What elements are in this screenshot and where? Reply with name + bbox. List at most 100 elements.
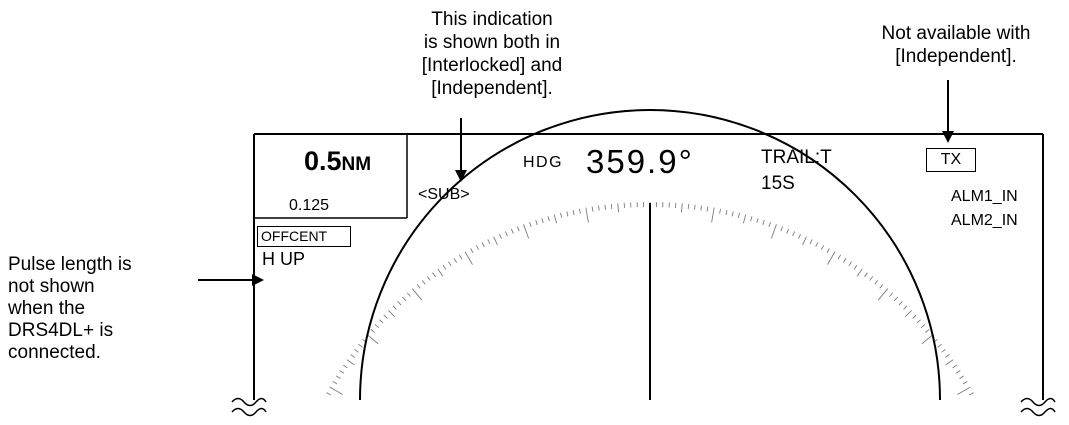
bearing-tick — [566, 211, 569, 217]
bearing-tick — [598, 205, 600, 211]
bearing-tick — [955, 370, 961, 374]
bearing-tick — [843, 257, 847, 263]
bearing-tick — [487, 239, 491, 245]
bearing-tick — [510, 228, 514, 234]
callout-line: is shown both in — [423, 32, 561, 53]
orientation-mode: H UP — [262, 249, 306, 269]
trail-mode: TRAIL:T — [761, 147, 832, 168]
bearing-tick — [968, 392, 974, 396]
callout-pulse-length: Pulse length is not shown when the DRS4D… — [8, 254, 132, 364]
bearing-tick — [383, 314, 388, 319]
bearing-tick — [941, 348, 946, 353]
bearing-tick — [610, 203, 613, 210]
callout-line: Pulse length is — [8, 254, 132, 275]
bearing-tick — [499, 233, 502, 239]
bearing-tick — [464, 251, 473, 265]
bearing-tick — [374, 324, 380, 329]
callout-line: not shown — [8, 276, 95, 297]
bearing-tick — [848, 261, 852, 267]
range-value: 0.5 — [304, 146, 342, 176]
scale-inner-arc — [359, 109, 941, 401]
bearing-tick — [826, 248, 830, 254]
bearing-tick — [332, 381, 338, 385]
bearing-tick — [768, 222, 771, 228]
callout-line: when the — [8, 298, 86, 319]
bearing-tick — [879, 284, 884, 289]
bearing-tick — [406, 292, 411, 297]
bearing-tick — [700, 205, 702, 211]
bearing-tick — [578, 208, 581, 214]
bearing-tick — [350, 354, 355, 358]
bearing-tick — [560, 212, 563, 218]
bearing-tick — [952, 364, 957, 369]
bearing-tick — [798, 233, 801, 239]
bearing-tick — [553, 214, 558, 224]
bearing-tick — [731, 211, 734, 217]
range-box — [254, 134, 408, 219]
bearing-tick — [869, 276, 874, 281]
bearing-tick — [426, 276, 431, 281]
bearing-tick — [792, 231, 796, 237]
bearing-tick — [432, 272, 436, 277]
bearing-tick — [475, 245, 479, 250]
callout-line: Not available with — [881, 23, 1031, 44]
bearing-tick — [591, 206, 594, 212]
callout-independent: Not available with [Independent]. — [856, 22, 1056, 68]
bearing-tick — [470, 248, 474, 254]
bearing-tick — [329, 386, 343, 395]
bearing-tick — [687, 203, 690, 210]
bearing-tick — [750, 216, 753, 222]
alarm1-indication: ALM1_IN — [951, 188, 1018, 205]
bearing-tick — [945, 354, 950, 358]
hdg-label: HDG — [523, 154, 564, 171]
sub-indication: <SUB> — [418, 186, 470, 203]
bearing-tick — [916, 319, 921, 324]
bearing-tick — [366, 333, 379, 345]
bearing-tick — [756, 218, 759, 224]
bearing-tick — [706, 206, 709, 212]
bearing-tick — [535, 219, 538, 226]
bearing-tick — [856, 268, 863, 277]
break-mark-right — [1020, 397, 1056, 417]
bearing-tick — [547, 216, 550, 222]
bearing-tick — [442, 265, 447, 270]
bearing-tick — [453, 257, 457, 263]
bearing-tick — [877, 288, 889, 301]
bearing-tick — [572, 210, 575, 216]
callout-line: [Interlocked] and — [421, 55, 563, 76]
range-ring-interval: 0.125 — [289, 197, 330, 214]
offcenter-indication: OFFCENT — [257, 226, 351, 247]
range-unit: NM — [341, 154, 372, 175]
bearing-tick — [937, 343, 942, 348]
bearing-tick — [959, 375, 965, 379]
bearing-tick — [903, 305, 908, 310]
bearing-tick — [837, 254, 841, 260]
bearing-tick — [459, 254, 463, 260]
callout-line: [Independent]. — [895, 46, 1017, 67]
bearing-tick — [874, 280, 879, 285]
bearing-tick — [339, 370, 345, 374]
bearing-tick — [411, 288, 423, 301]
alarm2-indication: ALM2_IN — [951, 212, 1018, 229]
bearing-tick — [802, 236, 807, 245]
bearing-tick — [912, 314, 917, 319]
heading-value: 359.9° — [586, 143, 694, 180]
bearing-tick — [681, 203, 683, 213]
callout-line: [Independent]. — [431, 78, 553, 99]
bearing-tick — [853, 265, 858, 270]
bearing-tick — [604, 204, 606, 210]
bearing-tick — [402, 296, 407, 302]
bearing-tick — [529, 222, 532, 228]
bearing-tick — [711, 207, 715, 223]
bearing-tick — [904, 310, 912, 318]
bearing-tick — [516, 226, 520, 232]
bearing-tick — [921, 333, 934, 345]
bearing-tick — [957, 386, 971, 395]
bearing-tick — [719, 208, 722, 214]
bearing-tick — [725, 210, 728, 216]
bearing-tick — [780, 226, 784, 232]
bearing-scale — [326, 202, 974, 396]
bearing-tick — [397, 301, 402, 306]
bearing-tick — [481, 242, 485, 248]
